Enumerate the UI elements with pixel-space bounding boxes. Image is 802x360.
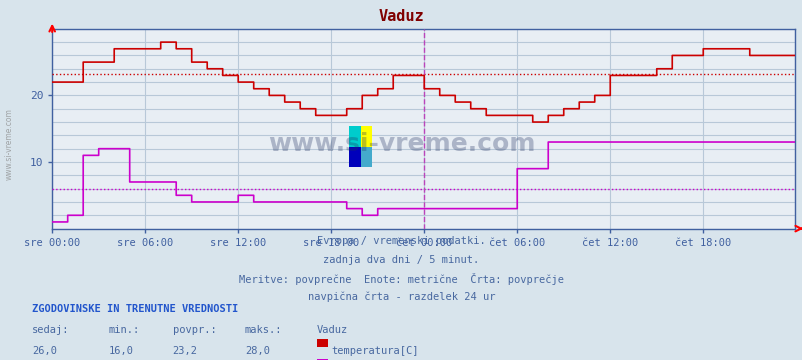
Text: maks.:: maks.: bbox=[245, 325, 282, 335]
Text: 16,0: 16,0 bbox=[108, 346, 133, 356]
Text: 28,0: 28,0 bbox=[245, 346, 269, 356]
Text: www.si-vreme.com: www.si-vreme.com bbox=[5, 108, 14, 180]
Text: zadnja dva dni / 5 minut.: zadnja dva dni / 5 minut. bbox=[323, 255, 479, 265]
Text: Meritve: povprečne  Enote: metrične  Črta: povprečje: Meritve: povprečne Enote: metrične Črta:… bbox=[239, 273, 563, 285]
Text: ZGODOVINSKE IN TRENUTNE VREDNOSTI: ZGODOVINSKE IN TRENUTNE VREDNOSTI bbox=[32, 304, 238, 314]
Text: Vaduz: Vaduz bbox=[379, 9, 423, 24]
Bar bbox=[349, 147, 360, 167]
Text: Vaduz: Vaduz bbox=[317, 325, 348, 335]
Text: navpična črta - razdelek 24 ur: navpična črta - razdelek 24 ur bbox=[307, 292, 495, 302]
Text: Evropa / vremenski podatki.: Evropa / vremenski podatki. bbox=[317, 236, 485, 246]
Text: 23,2: 23,2 bbox=[172, 346, 197, 356]
Text: min.:: min.: bbox=[108, 325, 140, 335]
Bar bbox=[360, 147, 371, 167]
Bar bbox=[349, 126, 360, 147]
Text: temperatura[C]: temperatura[C] bbox=[331, 346, 419, 356]
Text: povpr.:: povpr.: bbox=[172, 325, 216, 335]
Text: sedaj:: sedaj: bbox=[32, 325, 70, 335]
Bar bbox=[360, 126, 371, 147]
Text: 26,0: 26,0 bbox=[32, 346, 57, 356]
Text: www.si-vreme.com: www.si-vreme.com bbox=[267, 132, 535, 156]
